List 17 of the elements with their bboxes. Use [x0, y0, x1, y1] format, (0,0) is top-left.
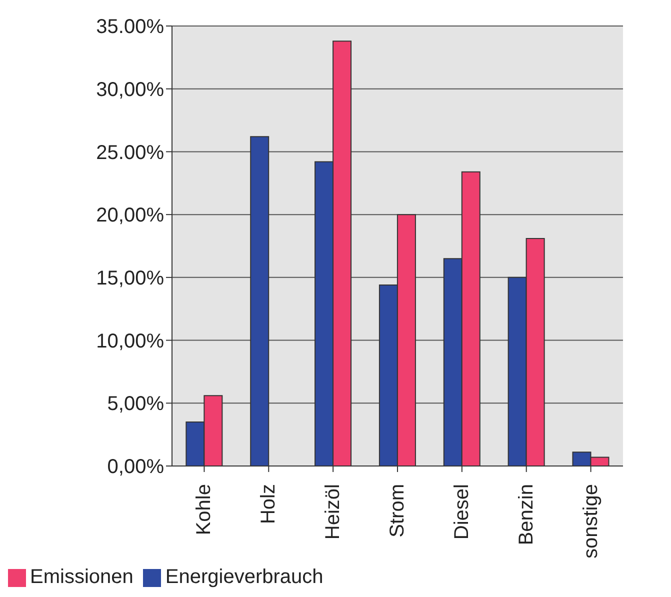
y-tick-label: 15,00%	[96, 268, 164, 290]
x-tick-label: Holz	[258, 484, 280, 524]
y-tick-label: 25.00%	[96, 142, 164, 164]
legend-label: Emissionen	[30, 566, 134, 588]
y-tick-label: 10,00%	[96, 330, 164, 352]
y-tick-label: 35.00%	[96, 16, 164, 38]
x-tick-label: Strom	[386, 484, 408, 538]
y-tick-label: 20,00%	[96, 204, 164, 227]
legend-label: Energieverbrauch	[165, 566, 324, 588]
x-tick-label: Kohle	[193, 484, 216, 536]
x-tick-label: sonstige	[580, 484, 602, 558]
y-tick-label: 0,00%	[107, 456, 164, 478]
y-tick-label: 5,00%	[107, 393, 164, 416]
y-tick-label: 30,00%	[96, 78, 164, 101]
x-tick-label: Diesel	[450, 484, 473, 540]
x-tick-label: Benzin	[515, 484, 538, 546]
x-tick-label: Heizöl	[322, 484, 344, 540]
